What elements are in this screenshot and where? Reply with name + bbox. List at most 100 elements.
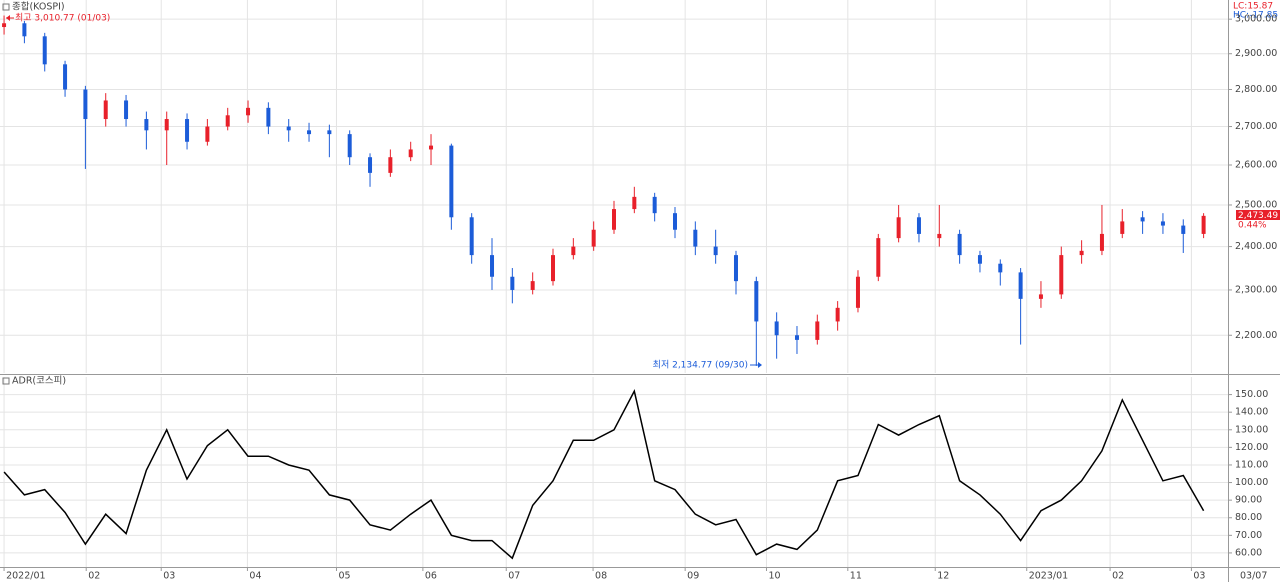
candle-body [591,229,596,247]
x-tick-label: 08 [595,571,607,582]
candle-body [998,263,1003,273]
candle-body [347,134,352,158]
candle-body [388,157,393,173]
x-tick-label: 02 [88,571,100,582]
candle-body [266,107,271,127]
y-tick-label: 150.00 [1235,389,1268,400]
candle-body [368,157,373,173]
candle-body [835,307,840,322]
x-tick-label: 11 [850,571,862,582]
candle-body [42,36,47,65]
candle-body [1038,294,1043,299]
candle-body [286,126,291,131]
candle-body [571,246,576,256]
y-tick-label: 130.00 [1235,424,1268,435]
candle-body [774,321,779,336]
y-tick-label: 140.00 [1235,407,1268,418]
last-price: 2,473.49 [1238,211,1278,221]
candle-body [205,126,210,142]
y-tick-label: 110.00 [1235,459,1268,470]
candle-body [490,255,495,277]
y-tick-label: 3,000.00 [1235,14,1277,25]
panel-title: ADR(코스피) [12,376,66,387]
y-tick-label: 2,500.00 [1235,199,1277,210]
change-pct: 0.44% [1238,221,1267,231]
y-tick-label: 100.00 [1235,477,1268,488]
last-price-tag [1236,210,1280,220]
x-tick-label: 12 [937,571,949,582]
low-annotation: 최저 2,134.77 (09/30) [653,360,748,371]
candle-body [632,196,637,210]
candle-body [1099,233,1104,251]
y-tick-label: 2,200.00 [1235,330,1277,341]
candle-body [896,217,901,239]
candle-body [408,149,413,158]
x-tick-label: 04 [249,571,261,582]
y-tick-label: 80.00 [1235,512,1262,523]
candle-body [876,238,881,277]
x-tick-label: 02 [1112,571,1124,582]
candle-body [185,119,190,142]
candle-body [1059,255,1064,295]
candle-body [449,145,454,218]
candle-body [855,276,860,308]
x-end-label: 03/07 [1240,571,1267,582]
candle-body [794,335,799,340]
candle-body [225,115,230,127]
candle-body [1018,272,1023,299]
y-tick-label: 2,300.00 [1235,284,1277,295]
candle-body [815,321,820,340]
y-tick-label: 60.00 [1235,547,1262,558]
candle-body [652,196,657,214]
candle-body [937,233,942,239]
y-tick-label: 2,600.00 [1235,160,1277,171]
candle-body [246,107,251,116]
y-tick-label: 2,900.00 [1235,48,1277,59]
y-tick-label: 70.00 [1235,530,1262,541]
candle-body [510,276,515,290]
x-tick-label: 2022/01 [6,571,45,582]
candle-body [164,119,169,131]
y-tick-label: 2,800.00 [1235,84,1277,95]
candle-body [916,217,921,234]
candle-body [672,213,677,230]
candle-body [693,229,698,247]
y-tick-label: 2,400.00 [1235,241,1277,252]
candle-body [977,255,982,264]
candle-body [1079,250,1084,256]
candle-body [530,281,535,290]
x-tick-label: 03 [1193,571,1205,582]
candle-body [327,130,332,135]
panel-title: 종합(KOSPI) [12,2,65,13]
candle-body [612,209,616,230]
candle-body [1120,221,1125,234]
grid [0,0,1228,567]
panel-icon [2,3,10,11]
candle-body [551,255,556,282]
candle-body [1160,221,1165,226]
candle-body [63,64,68,90]
candle-body [1140,217,1145,222]
candle-body [733,255,738,282]
x-tick-label: 10 [768,571,780,582]
x-tick-label: 06 [425,571,437,582]
candle-body [144,119,149,131]
y-tick-label: 120.00 [1235,442,1268,453]
candle-body [1201,215,1206,234]
y-tick-label: 2,700.00 [1235,121,1277,132]
y-tick-label: 90.00 [1235,495,1262,506]
arrow-head [6,15,10,21]
high-annotation: 최고 3,010.77 (01/03) [15,13,110,24]
candle-body [22,23,27,37]
candle-body [103,100,108,120]
panel-icon [2,377,10,385]
candle-body [124,100,129,120]
candle-body [957,233,962,256]
hc-label: HC:-17.85 [1233,11,1278,21]
candle-body [429,145,434,150]
candle-body [83,89,88,120]
candle-body [1181,225,1186,234]
